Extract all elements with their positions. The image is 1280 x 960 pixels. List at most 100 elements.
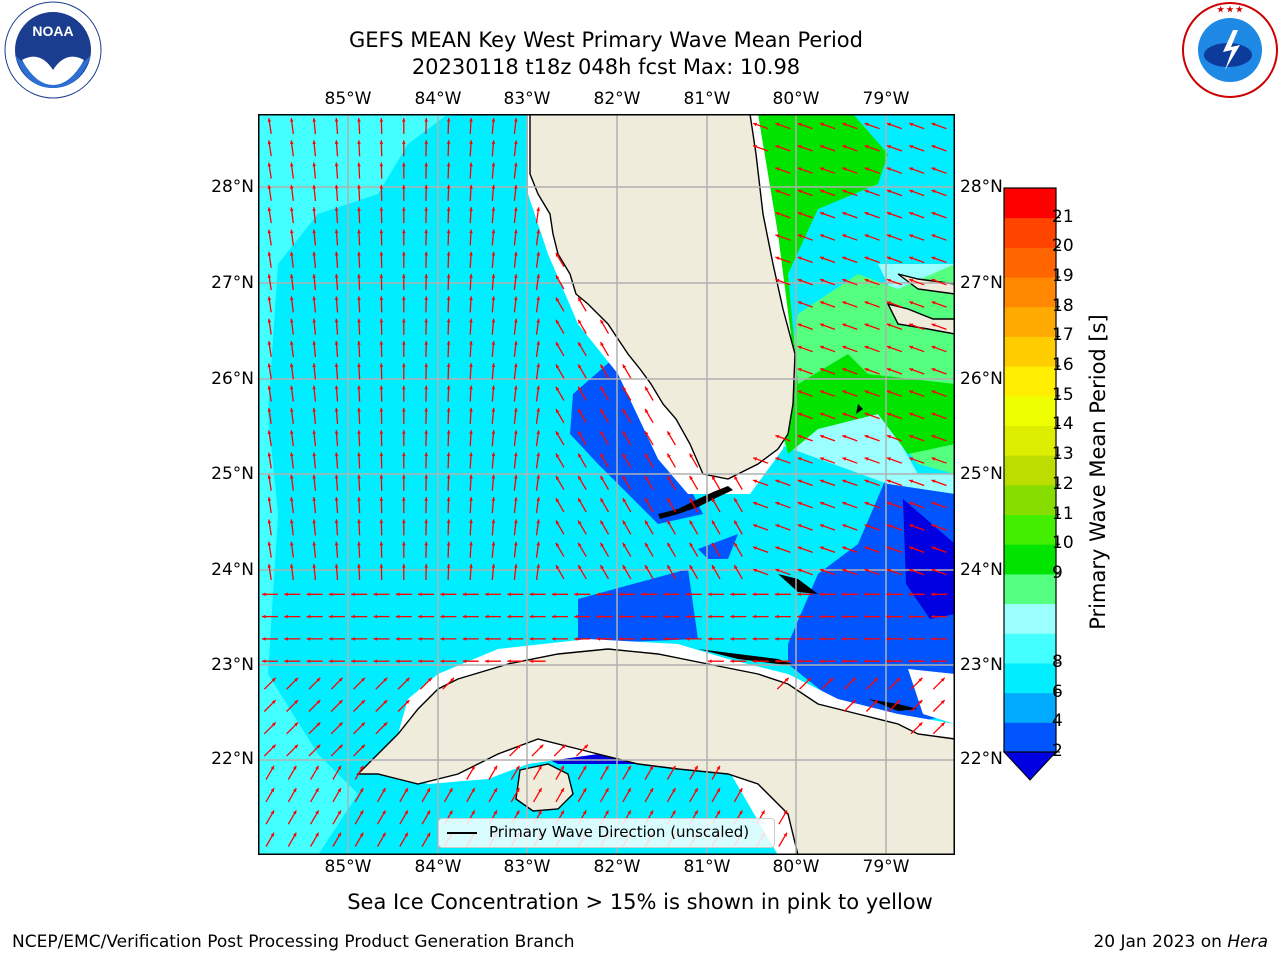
colorbar-tick-label: 2	[1052, 741, 1063, 761]
wave-arrow-head	[514, 341, 518, 345]
wave-arrow-head	[418, 592, 422, 597]
wave-arrow-head	[819, 592, 824, 597]
wave-arrow-head	[485, 592, 489, 597]
wave-arrow-head	[886, 189, 891, 194]
wave-arrow-head	[312, 541, 316, 546]
wave-arrow-head	[292, 810, 297, 815]
lat-label-right: 28°N	[960, 177, 1003, 197]
wave-arrow-head	[334, 184, 339, 189]
wave-arrow-head	[491, 318, 496, 323]
lon-label-bottom: 80°W	[772, 857, 820, 877]
wave-arrow-head	[842, 122, 847, 127]
wave-arrow-head	[491, 541, 496, 546]
wave-arrow-head	[315, 832, 319, 837]
wave-arrow-head	[645, 431, 649, 436]
wave-arrow-head	[753, 501, 758, 506]
sea-fill-under-2	[903, 499, 955, 619]
wave-arrow-head	[730, 592, 734, 597]
colorbar-tick-label: 20	[1052, 236, 1074, 257]
wave-arrow-head	[328, 637, 333, 641]
lat-label-left: 23°N	[211, 655, 254, 675]
wave-arrow-head	[783, 810, 787, 815]
wave-arrow-head	[685, 614, 690, 619]
wave-arrow-head	[842, 323, 847, 327]
wave-arrow-head	[774, 592, 779, 597]
wave-arrow-head	[446, 519, 451, 523]
wave-arrow-head	[428, 677, 432, 682]
wave-arrow-head	[507, 637, 511, 641]
wave-arrow-head	[357, 541, 361, 546]
wave-arrow-head	[334, 564, 339, 568]
wave-arrow-head	[402, 385, 406, 390]
wave-arrow-head	[446, 385, 451, 390]
lon-label-top: 82°W	[593, 89, 641, 109]
wave-arrow-head	[271, 700, 276, 704]
colorbar-tick-label: 14	[1052, 414, 1074, 435]
wave-arrow-head	[290, 408, 294, 412]
wave-arrow-head	[507, 659, 511, 663]
wave-arrow-head	[359, 832, 364, 837]
wave-arrow-head	[446, 452, 451, 457]
wave-arrow-head	[752, 637, 757, 641]
wave-arrow-head	[909, 323, 914, 327]
wave-arrow-head	[896, 677, 901, 682]
wave-arrow-head	[402, 140, 406, 144]
wave-arrow-head	[424, 184, 428, 189]
wave-arrow-head	[491, 207, 496, 211]
wave-arrow-head	[645, 520, 649, 525]
wave-arrow-head	[618, 592, 623, 597]
wave-arrow-head	[600, 498, 604, 503]
wave-arrow-head	[842, 189, 847, 194]
wave-arrow-head	[797, 568, 802, 573]
wave-arrow-head	[761, 810, 765, 815]
wave-arrow-head	[536, 564, 540, 568]
lon-label-bottom: 82°W	[593, 857, 641, 877]
wave-arrow-head	[357, 452, 361, 457]
colorbar-segment	[1004, 188, 1056, 219]
wave-arrow-head	[886, 659, 890, 663]
wave-arrow-head	[379, 430, 384, 434]
wave-arrow-head	[446, 341, 451, 345]
wave-arrow-head	[514, 296, 518, 301]
lon-label-bottom: 85°W	[324, 857, 372, 877]
wave-arrow-head	[797, 435, 802, 439]
wave-arrow-head	[424, 118, 428, 122]
colorbar-segment	[1004, 603, 1056, 634]
legend-line-swatch	[447, 832, 477, 834]
wave-arrow-head	[262, 659, 266, 663]
wave-arrow-head	[864, 368, 869, 372]
wave-arrow-head	[402, 184, 406, 189]
wave-arrow-head	[622, 542, 627, 547]
wave-arrow-head	[730, 614, 734, 619]
wave-arrow-head	[312, 519, 316, 524]
wave-arrow-head	[672, 810, 676, 815]
wave-arrow-head	[424, 318, 428, 323]
wave-arrow-head	[627, 810, 631, 815]
wave-arrow-head	[491, 564, 496, 568]
wave-arrow-head	[290, 229, 294, 234]
wave-arrow-head	[820, 546, 824, 550]
wave-arrow-head	[797, 323, 802, 327]
wave-arrow-head	[373, 614, 378, 619]
wave-arrow-head	[685, 592, 690, 597]
wave-arrow-head	[708, 659, 712, 663]
wave-arrow-head	[600, 542, 604, 547]
colorbar	[1002, 187, 1060, 781]
wave-arrow-head	[555, 498, 560, 503]
colorbar-segment	[1004, 544, 1056, 575]
wave-arrow-head	[716, 788, 720, 793]
wave-arrow-head	[578, 297, 582, 302]
wave-arrow-head	[357, 497, 361, 501]
wave-arrow-head	[446, 140, 451, 144]
wave-arrow-head	[312, 118, 316, 122]
wave-arrow-head	[708, 637, 712, 641]
wave-arrow-head	[820, 234, 824, 238]
wave-arrow-head	[351, 637, 355, 641]
wave-arrow-head	[306, 592, 311, 597]
wave-arrow-head	[931, 479, 936, 483]
wave-arrow-head	[712, 498, 716, 503]
wave-arrow-head	[864, 301, 869, 305]
wave-arrow-head	[909, 479, 914, 483]
wave-arrow-head	[874, 700, 878, 704]
wave-arrow-head	[820, 256, 824, 260]
